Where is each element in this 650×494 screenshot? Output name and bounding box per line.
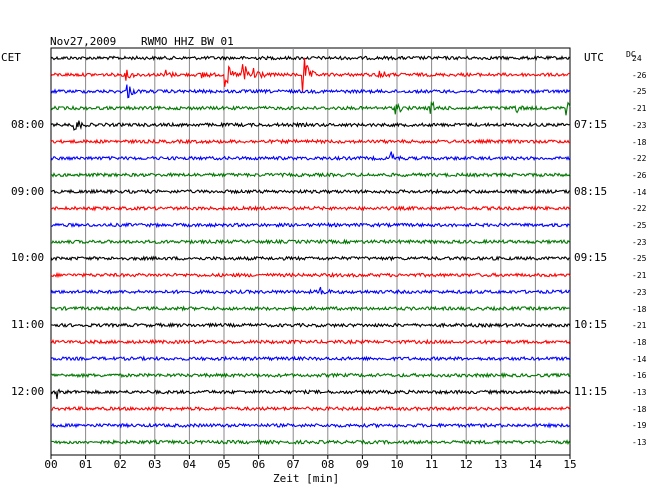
dc-offset-label: -25 xyxy=(632,221,647,230)
dc-offset-label: -18 xyxy=(632,404,647,414)
dc-offset-label: -21 xyxy=(632,104,647,114)
trace-line xyxy=(50,271,571,279)
trace-line xyxy=(50,205,571,212)
x-tick-label: 03 xyxy=(148,458,162,471)
trace-line xyxy=(50,286,571,295)
x-tick-label: 12 xyxy=(459,458,473,471)
header-station: RWMO HHZ BW 01 xyxy=(141,35,234,48)
x-tick-label: 01 xyxy=(78,458,93,471)
left-time-label: 08:00 xyxy=(11,117,45,131)
trace-line xyxy=(50,151,571,162)
right-time-label: 11:15 xyxy=(574,385,608,398)
trace-line xyxy=(50,305,571,312)
right-time-label: 09:15 xyxy=(574,251,608,265)
trace-line xyxy=(50,255,570,262)
dc-offset-label: -21 xyxy=(632,271,647,281)
trace-line xyxy=(50,439,571,446)
x-tick-label: 05 xyxy=(217,458,231,471)
dc-offset-label: 24 xyxy=(632,54,642,63)
dc-offset-label: -14 xyxy=(632,354,647,364)
header-date: Nov27,2009 xyxy=(50,35,117,48)
dc-offset-label: -23 xyxy=(632,237,647,247)
x-axis-label: Zeit [min] xyxy=(273,472,340,485)
plot-frame xyxy=(50,47,571,456)
trace-line xyxy=(50,405,571,412)
left-time-label: 11:00 xyxy=(11,318,45,332)
x-tick-label: 14 xyxy=(528,458,543,471)
x-tick-label: 06 xyxy=(251,458,266,471)
trace-line xyxy=(50,338,571,345)
x-tick-label: 08 xyxy=(321,458,335,471)
x-tick-label: 04 xyxy=(182,458,197,471)
x-tick-label: 09 xyxy=(355,458,370,471)
trace-line xyxy=(50,138,571,145)
trace-line xyxy=(50,55,571,62)
trace-line xyxy=(50,120,571,131)
dc-offset-label: -22 xyxy=(632,204,647,214)
x-tick-label: 07 xyxy=(286,458,300,471)
dc-offset-label: -23 xyxy=(632,287,647,297)
dc-label: DC xyxy=(626,50,636,59)
x-tick-label: 15 xyxy=(563,458,577,471)
dc-offset-label: -13 xyxy=(632,438,647,448)
dc-offset-label: -21 xyxy=(632,321,647,331)
x-tick-label: 10 xyxy=(390,458,404,471)
dc-offset-label: -23 xyxy=(632,120,647,130)
right-timezone-label: UTC xyxy=(584,51,604,64)
right-time-label: 10:15 xyxy=(574,318,608,332)
trace-line xyxy=(50,57,570,93)
dc-offset-label: -16 xyxy=(632,371,647,381)
trace-line xyxy=(50,388,571,400)
x-tick-label: 13 xyxy=(494,458,508,471)
dc-offset-label: -18 xyxy=(632,137,647,147)
trace-line xyxy=(50,322,571,329)
trace-line xyxy=(50,355,571,362)
dc-offset-label: -18 xyxy=(632,304,647,314)
dc-offset-label: -18 xyxy=(632,337,647,347)
dc-offset-label: -22 xyxy=(632,154,647,164)
right-time-label: 08:15 xyxy=(574,184,608,198)
x-tick-label: 00 xyxy=(44,458,58,471)
x-tick-label: 11 xyxy=(424,458,439,471)
trace-line xyxy=(50,238,571,245)
right-time-label: 07:15 xyxy=(574,117,608,131)
x-tick-label: 02 xyxy=(113,458,127,471)
trace-line xyxy=(50,422,571,429)
dc-offset-label: -25 xyxy=(632,87,647,97)
trace-line xyxy=(51,222,571,229)
dc-offset-label: -19 xyxy=(632,421,647,431)
trace-line xyxy=(50,171,571,179)
dc-offset-label: -13 xyxy=(632,388,647,397)
trace-line xyxy=(50,372,571,379)
dc-offset-label: -25 xyxy=(632,254,647,264)
dc-offset-label: -26 xyxy=(632,170,647,180)
dc-offset-label: -14 xyxy=(632,187,647,197)
trace-line xyxy=(50,84,571,99)
trace-line xyxy=(50,188,571,195)
dc-offset-label: -26 xyxy=(632,70,647,80)
left-timezone-label: CET xyxy=(1,51,21,64)
trace-line xyxy=(50,100,571,116)
left-time-label: 10:00 xyxy=(11,251,45,265)
left-time-label: 09:00 xyxy=(11,184,45,198)
left-time-label: 12:00 xyxy=(11,385,45,398)
